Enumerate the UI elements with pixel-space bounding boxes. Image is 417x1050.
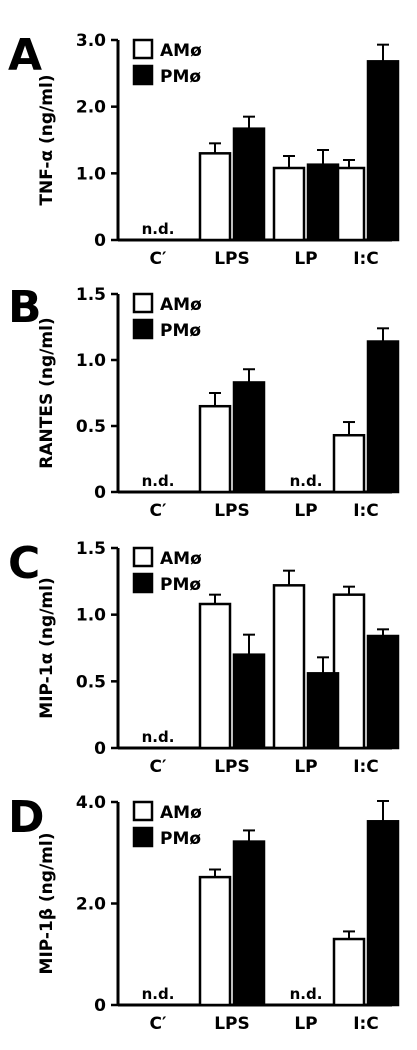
bar-pmo <box>366 60 400 242</box>
y-tick-label: 3.0 <box>76 31 106 51</box>
y-tick-label: 1.5 <box>76 285 106 305</box>
x-category-label: LPS <box>214 249 250 269</box>
bar-pmo <box>366 634 400 750</box>
x-category-label: LP <box>294 757 317 777</box>
bar-amo <box>332 433 366 494</box>
x-category-label: LP <box>294 1014 317 1034</box>
chart-panel-c: C 0 0.5 1.0 1.5 MIP-1α (ng/ml) C′ LPS LP I:C n.d. A… <box>8 538 400 777</box>
x-category-label: I:C <box>353 249 379 269</box>
y-tick-label: 0 <box>94 483 106 503</box>
bar-pmo <box>366 820 400 1007</box>
legend-label: PMø <box>160 321 201 341</box>
legend-swatch-amo <box>132 546 154 568</box>
legend-swatch-pmo <box>132 826 154 848</box>
x-category-label: LP <box>294 249 317 269</box>
y-axis-label: TNF-α (ng/ml) <box>37 74 57 205</box>
bar-pmo <box>232 653 266 750</box>
legend-swatch-amo <box>132 292 154 314</box>
bar-pmo <box>366 340 400 494</box>
x-category-label: I:C <box>353 501 379 521</box>
y-tick-label: 2.0 <box>76 895 106 915</box>
x-category-label: C′ <box>150 757 167 777</box>
y-tick-label: 2.0 <box>76 98 106 118</box>
y-tick-label: 1.0 <box>76 606 106 626</box>
bar-amo <box>332 937 366 1007</box>
x-category-label: I:C <box>353 1014 379 1034</box>
nd-annotation: n.d. <box>142 728 175 746</box>
legend-label: AMø <box>160 803 202 823</box>
x-category-label: LP <box>294 501 317 521</box>
y-tick-label: 0.5 <box>76 417 106 437</box>
legend-label: PMø <box>160 67 201 87</box>
nd-annotation: n.d. <box>142 985 175 1003</box>
y-tick-label: 1.0 <box>76 351 106 371</box>
panel-letter: D <box>8 792 45 843</box>
bar-pmo <box>306 672 340 750</box>
panel-letter: B <box>8 282 42 333</box>
chart-panel-d: D 0 2.0 4.0 MIP-1β (ng/ml) C′ LPS LP I:C n.d. n.d.… <box>8 792 400 1034</box>
x-category-label: C′ <box>150 249 167 269</box>
y-axis-label: MIP-1β (ng/ml) <box>37 833 57 975</box>
x-category-label: LPS <box>214 501 250 521</box>
legend-label: PMø <box>160 829 201 849</box>
nd-annotation: n.d. <box>290 985 323 1003</box>
panel-letter: A <box>8 30 42 81</box>
bar-amo <box>332 593 366 750</box>
x-category-label: I:C <box>353 757 379 777</box>
nd-annotation: n.d. <box>290 472 323 490</box>
nd-annotation: n.d. <box>142 472 175 490</box>
y-tick-label: 0 <box>94 739 106 759</box>
legend-label: AMø <box>160 41 202 61</box>
bar-amo <box>198 602 232 750</box>
x-category-label: C′ <box>150 1014 167 1034</box>
y-tick-label: 1.5 <box>76 539 106 559</box>
y-axis-label: RANTES (ng/ml) <box>37 317 57 468</box>
bar-amo <box>198 875 232 1007</box>
y-tick-label: 0 <box>94 231 106 251</box>
legend-label: AMø <box>160 295 202 315</box>
y-tick-label: 0.5 <box>76 672 106 692</box>
y-tick-label: 1.0 <box>76 164 106 184</box>
y-tick-label: 0 <box>94 996 106 1016</box>
bar-pmo <box>232 840 266 1007</box>
chart-panel-a: A 0 1.0 2.0 3.0 TNF-α (ng/ml) C′ LPS LP I:C n.d. AM… <box>8 30 400 269</box>
panel-letter: C <box>8 538 40 589</box>
y-axis-label: MIP-1α (ng/ml) <box>37 577 57 718</box>
y-tick-label: 4.0 <box>76 793 106 813</box>
bar-amo <box>198 404 232 494</box>
bar-amo <box>272 166 306 242</box>
legend-swatch-pmo <box>132 572 154 594</box>
legend-swatch-pmo <box>132 64 154 86</box>
legend-label: PMø <box>160 575 201 595</box>
legend-swatch-amo <box>132 38 154 60</box>
legend-swatch-pmo <box>132 318 154 340</box>
bar-pmo <box>232 381 266 494</box>
chart-panel-b: B 0 0.5 1.0 1.5 RANTES (ng/ml) C′ LPS LP I:C n.d. n… <box>8 282 400 521</box>
legend-label: AMø <box>160 549 202 569</box>
x-category-label: LPS <box>214 757 250 777</box>
nd-annotation: n.d. <box>142 220 175 238</box>
bar-pmo <box>306 163 340 242</box>
legend-swatch-amo <box>132 800 154 822</box>
bar-amo <box>272 584 306 750</box>
x-category-label: C′ <box>150 501 167 521</box>
bar-amo <box>198 152 232 242</box>
bar-pmo <box>232 127 266 242</box>
x-category-label: LPS <box>214 1014 250 1034</box>
